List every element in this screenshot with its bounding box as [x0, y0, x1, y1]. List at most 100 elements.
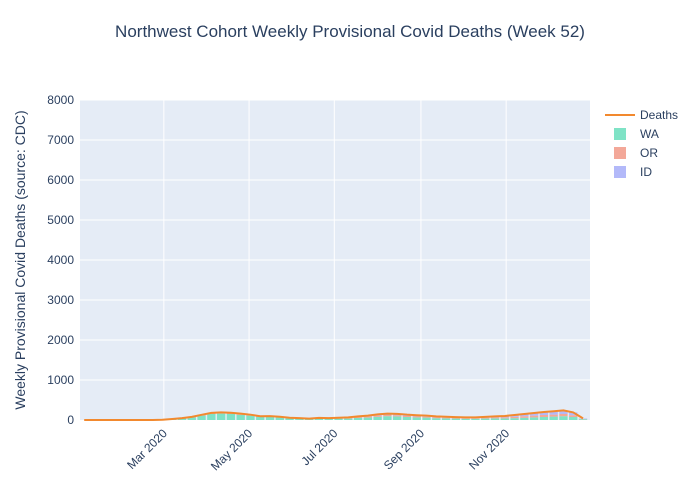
x-axis-ticks: Mar 2020 May 2020 Jul 2020 Sep 2020 Nov 2020 [124, 426, 512, 473]
bar-wa [422, 417, 431, 420]
bar-wa [393, 416, 402, 420]
bar-wa [510, 418, 519, 420]
x-tick-label: Nov 2020 [466, 426, 512, 472]
bar-wa [461, 418, 470, 420]
bar-wa [353, 418, 363, 420]
legend-bar-swatch [614, 147, 626, 159]
bar-wa [412, 417, 421, 420]
deaths-line-series [84, 409, 584, 421]
bar-wa [402, 417, 412, 420]
bar-wa [187, 417, 196, 420]
y-tick-label: 1000 [47, 373, 74, 387]
bar-wa [207, 414, 216, 420]
bar-wa [520, 417, 529, 420]
bar-wa [471, 418, 480, 420]
y-axis-label: Weekly Provisional Covid Deaths (source:… [12, 110, 28, 409]
legend-label: WA [640, 127, 659, 141]
bar-or [412, 416, 421, 418]
y-tick-label: 5000 [47, 213, 74, 227]
bar-or [481, 417, 490, 419]
bar-or [520, 416, 529, 418]
bar-or [500, 417, 509, 419]
bar-or [353, 417, 363, 418]
bar-or [441, 417, 451, 419]
bar-id [569, 412, 578, 416]
bar-or [393, 415, 402, 417]
bar-wa [236, 414, 245, 420]
y-tick-label: 3000 [47, 293, 74, 307]
bar-wa [256, 417, 265, 420]
bar-or [529, 415, 539, 418]
bar-wa [481, 418, 490, 420]
bar-id [529, 413, 539, 416]
bar-wa [334, 418, 343, 420]
legend-bar-swatch [614, 128, 626, 140]
bar-or [432, 417, 441, 419]
bar-id [559, 410, 568, 414]
legend-item-or[interactable]: OR [614, 146, 658, 160]
bar-or [451, 417, 461, 419]
bar-wa [441, 418, 451, 420]
bar-or [422, 416, 431, 418]
bar-wa [451, 418, 461, 420]
bar-wa [373, 416, 382, 420]
bar-wa [383, 416, 392, 420]
y-tick-label: 2000 [47, 333, 74, 347]
bar-or [559, 414, 568, 417]
bar-wa [578, 419, 588, 420]
legend[interactable]: Deaths WA OR ID [605, 108, 678, 179]
y-tick-label: 7000 [47, 133, 74, 147]
bar-or [510, 416, 519, 419]
legend-item-id[interactable]: ID [614, 165, 652, 179]
bar-wa [295, 418, 304, 420]
bar-wa [265, 416, 275, 420]
legend-bar-swatch [614, 166, 626, 178]
bar-or [471, 418, 480, 419]
legend-label: OR [640, 146, 658, 160]
x-tick-label: Mar 2020 [124, 426, 170, 472]
bar-wa [314, 418, 324, 420]
chart-title: Northwest Cohort Weekly Provisional Covi… [115, 22, 585, 41]
bar-wa [500, 418, 509, 420]
y-tick-label: 0 [67, 413, 74, 427]
bar-wa [539, 417, 549, 420]
x-tick-label: May 2020 [208, 426, 255, 473]
deaths-line [84, 409, 584, 421]
legend-label: Deaths [640, 108, 678, 122]
bar-or [539, 415, 549, 417]
bar-wa [285, 418, 294, 420]
bar-wa [549, 416, 558, 420]
bar-wa [490, 418, 500, 420]
x-tick-label: Jul 2020 [298, 426, 340, 468]
bar-wa [569, 417, 578, 420]
bar-wa [363, 417, 372, 420]
y-tick-label: 4000 [47, 253, 74, 267]
bar-wa [432, 418, 441, 420]
y-tick-label: 6000 [47, 173, 74, 187]
bar-wa [177, 418, 187, 420]
bar-or [373, 415, 382, 417]
legend-item-deaths[interactable]: Deaths [605, 108, 678, 122]
bar-wa [226, 414, 236, 420]
legend-label: ID [640, 165, 652, 179]
legend-item-wa[interactable]: WA [614, 127, 659, 141]
bar-wa [344, 418, 353, 420]
x-tick-label: Sep 2020 [381, 426, 427, 472]
bar-wa [275, 417, 284, 420]
y-axis-ticks: 0 1000 2000 3000 4000 5000 6000 7000 8000 [47, 93, 74, 427]
gridlines [80, 99, 590, 420]
bar-or [402, 415, 412, 417]
y-tick-label: 8000 [47, 93, 74, 107]
bar-or [549, 414, 558, 417]
bar-id [549, 411, 558, 415]
bar-wa [559, 416, 568, 420]
bar-wa [529, 417, 539, 420]
bar-wa [216, 413, 226, 420]
bar-or [363, 416, 372, 418]
bar-or [461, 418, 470, 419]
bar-wa [324, 418, 333, 420]
bar-wa [246, 415, 255, 420]
bar-id [539, 412, 549, 415]
bar-wa [197, 415, 206, 420]
